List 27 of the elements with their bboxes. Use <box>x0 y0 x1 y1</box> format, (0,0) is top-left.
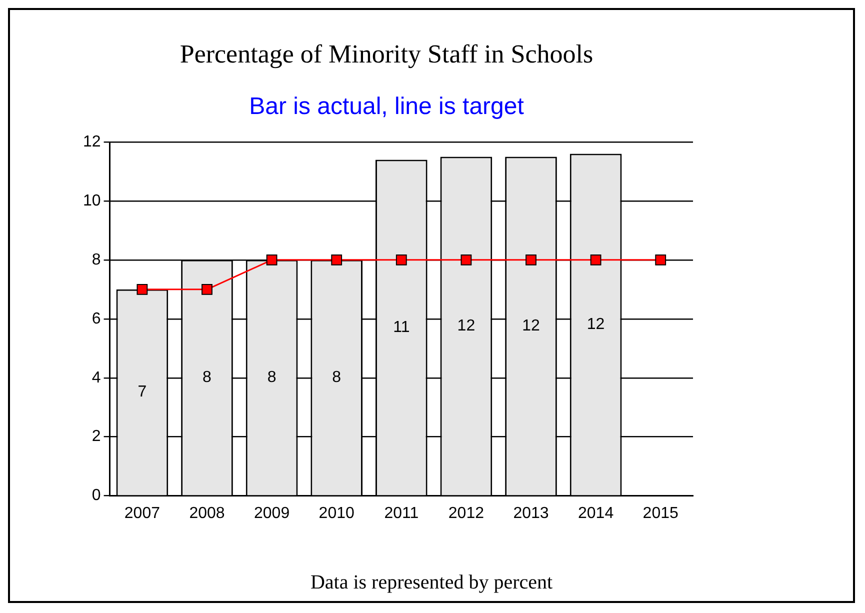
x-tick-label: 2013 <box>513 504 549 522</box>
chart-title: Percentage of Minority Staff in Schools <box>180 39 594 68</box>
x-tick-label: 2007 <box>124 504 160 522</box>
x-tick-label: 2011 <box>384 504 419 522</box>
y-tick-label: 0 <box>92 487 101 504</box>
x-tick-label: 2014 <box>578 504 614 522</box>
y-tick-label: 4 <box>92 369 101 386</box>
y-tick-label: 2 <box>92 428 101 446</box>
y-tick-label: 12 <box>83 133 101 150</box>
y-tick-label: 6 <box>92 310 101 328</box>
data-label: 8 <box>332 368 342 386</box>
x-tick-label: 2015 <box>642 504 678 522</box>
data-label: 12 <box>522 317 540 334</box>
data-label: 12 <box>586 316 605 333</box>
data-label: 11 <box>393 318 410 336</box>
data-label: 8 <box>267 368 276 386</box>
data-label: 7 <box>138 384 147 401</box>
text: Data is represented by percent <box>310 571 553 594</box>
x-tick-label: 2009 <box>254 504 290 522</box>
chart-subtitle: Bar is actual, line is target <box>249 93 524 120</box>
x-tick-label: 2010 <box>318 504 354 522</box>
data-label: 12 <box>457 317 476 334</box>
y-tick-label: 10 <box>83 192 101 210</box>
x-tick-label: 2012 <box>448 504 484 522</box>
data-label: 8 <box>202 368 212 386</box>
x-tick-label: 2008 <box>189 504 225 522</box>
y-tick-label: 8 <box>92 251 101 268</box>
